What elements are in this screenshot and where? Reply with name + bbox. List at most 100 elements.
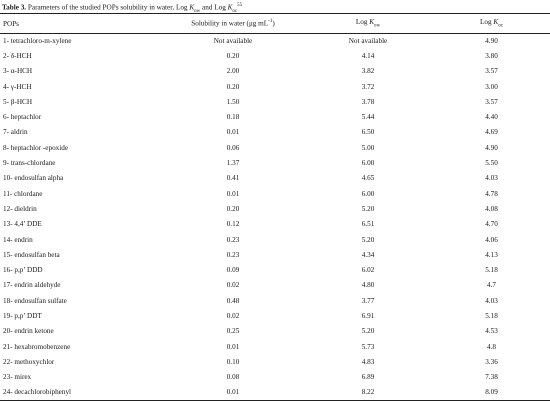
- cell-pop: 4- γ-HCH: [3, 82, 32, 91]
- cell-solubility: 1.37: [226, 159, 240, 168]
- cell-solubility: Not available: [213, 36, 253, 45]
- cell-pop: 23- mirex: [3, 373, 32, 382]
- cell-solubility: 0.01: [226, 128, 240, 137]
- table-caption: Table 3. Parameters of the studied POPs …: [2, 1, 548, 17]
- cell-pop: 8- heptachlor -epoxide: [3, 143, 69, 152]
- table-row: 15- endosulfan beta 0.23 4.34 4.13: [0, 247, 550, 262]
- caption-label: Table 3.: [2, 3, 27, 12]
- cell-logkoc: 4.03: [485, 174, 498, 183]
- cell-solubility: 0.12: [226, 220, 240, 229]
- cell-logkow: 6.00: [361, 189, 375, 198]
- cell-logkoc: 3.57: [485, 67, 498, 76]
- cell-logkoc: 3.00: [485, 82, 498, 91]
- cell-pop: 10- endosulfan alpha: [3, 174, 64, 183]
- header-solubility: Solubility in water (μg mL-1): [163, 14, 303, 33]
- caption-k1: K: [189, 3, 195, 12]
- top-rule: [0, 13, 550, 14]
- cell-logkow: 5.73: [361, 342, 375, 351]
- cell-pop: 18- endosulfan sulfate: [3, 296, 67, 305]
- header-pops: POPs: [3, 19, 19, 28]
- cell-logkoc: 4.40: [485, 113, 498, 122]
- cell-logkoc: 4.90: [485, 143, 498, 152]
- cell-logkow: 3.78: [361, 97, 375, 106]
- cell-logkow: 5.00: [361, 143, 375, 152]
- cell-logkow: 6.51: [361, 220, 375, 229]
- header-logkoc: Log Koc: [433, 14, 550, 33]
- table-row: 22- methoxychlor 0.10 4.83 3.36: [0, 354, 550, 369]
- cell-logkoc: 4.03: [485, 296, 498, 305]
- table-row: 10- endosulfan alpha 0.41 4.65 4.03: [0, 171, 550, 186]
- cell-solubility: 0.20: [226, 51, 240, 60]
- table-row: 9- trans-chlordane 1.37 6.00 5.50: [0, 155, 550, 170]
- cell-solubility: 0.02: [226, 311, 240, 320]
- cell-logkow: 3.77: [361, 296, 375, 305]
- table-row: 8- heptachlor -epoxide 0.06 5.00 4.90: [0, 140, 550, 155]
- cell-logkow: 5.20: [361, 204, 375, 213]
- cell-pop: 1- tetrachloro-m-xylene: [3, 36, 72, 45]
- header-logkow-k: K: [369, 18, 375, 27]
- cell-pop: 21- hexabromobenzene: [3, 342, 71, 351]
- bottom-rule: [0, 400, 550, 401]
- header-logkow: Log Kow: [303, 14, 433, 33]
- cell-logkoc: 4.8: [487, 342, 496, 351]
- cell-solubility: 2.00: [226, 67, 240, 76]
- cell-logkow: 6.91: [361, 311, 375, 320]
- header-solubility-text: Solubility in water (μg mL: [191, 19, 269, 28]
- table-row: 11- chlordane 0.01 6.00 4.78: [0, 186, 550, 201]
- header-logkoc-sub: oc: [498, 23, 503, 29]
- cell-logkow: 4.34: [361, 250, 375, 259]
- header-solubility-sup: -1: [268, 19, 273, 25]
- cell-logkow: 3.82: [361, 67, 375, 76]
- header-logkow-sub: ow: [374, 23, 381, 29]
- cell-pop: 7- aldrin: [3, 128, 28, 137]
- cell-logkow: 6.89: [361, 373, 375, 382]
- cell-pop: 9- trans-chlordane: [3, 159, 56, 168]
- cell-pop: 17- endrin aldehyde: [3, 281, 61, 290]
- header-solubility-close: ): [272, 19, 275, 28]
- cell-solubility: 0.01: [226, 189, 240, 198]
- cell-pop: 6- heptachlor: [3, 113, 42, 122]
- cell-logkow: 4.83: [361, 357, 375, 366]
- table-row: 3- α-HCH 2.00 3.82 3.57: [0, 64, 550, 79]
- cell-logkoc: 5.18: [485, 266, 498, 275]
- caption-ref: 55: [237, 3, 243, 8]
- caption-and: and Log: [200, 3, 228, 12]
- cell-logkow: 5.20: [361, 235, 375, 244]
- cell-logkoc: 4.70: [485, 220, 498, 229]
- caption-k2: K: [227, 3, 233, 12]
- cell-logkoc: 3.36: [485, 357, 498, 366]
- cell-logkow: 5.44: [361, 113, 375, 122]
- cell-solubility: 0.02: [226, 281, 240, 290]
- cell-logkoc: 5.50: [485, 159, 498, 168]
- cell-logkow: 4.65: [361, 174, 375, 183]
- cell-solubility: 0.09: [226, 266, 240, 275]
- cell-logkoc: 4.78: [485, 189, 498, 198]
- cell-solubility: 0.41: [226, 174, 240, 183]
- cell-logkow: 8.22: [361, 388, 375, 397]
- cell-logkoc: 4.90: [485, 36, 498, 45]
- cell-solubility: 0.23: [226, 250, 240, 259]
- table-row: 23- mirex 0.08 6.89 7.38: [0, 370, 550, 385]
- table-row: 5- β-HCH 1.50 3.78 3.57: [0, 94, 550, 109]
- table-row: 4- γ-HCH 0.20 3.72 3.00: [0, 79, 550, 94]
- cell-solubility: 0.08: [226, 373, 240, 382]
- cell-logkoc: 4.13: [485, 250, 498, 259]
- table-row: 14- endrin 0.23 5.20 4.06: [0, 232, 550, 247]
- table-row: 13- 4,4’ DDE 0.12 6.51 4.70: [0, 217, 550, 232]
- cell-logkoc: 4.08: [485, 204, 498, 213]
- caption-k1-sub: ow: [194, 8, 201, 14]
- cell-logkow: 4.14: [361, 51, 375, 60]
- cell-logkow: 6.50: [361, 128, 375, 137]
- table-row: 7- aldrin 0.01 6.50 4.69: [0, 125, 550, 140]
- cell-solubility: 0.20: [226, 82, 240, 91]
- cell-logkow: 3.72: [361, 82, 375, 91]
- cell-solubility: 0.01: [226, 342, 240, 351]
- cell-pop: 5- β-HCH: [3, 97, 33, 106]
- cell-solubility: 0.18: [226, 113, 240, 122]
- cell-solubility: 0.10: [226, 357, 240, 366]
- cell-logkow: 4.80: [361, 281, 375, 290]
- cell-logkoc: 4.53: [485, 327, 498, 336]
- cell-pop: 16- p,p’ DDD: [3, 266, 43, 275]
- table-row: 2- δ-HCH 0.20 4.14 3.80: [0, 48, 550, 63]
- table-row: 19- p,p’ DDT 0.02 6.91 5.18: [0, 308, 550, 323]
